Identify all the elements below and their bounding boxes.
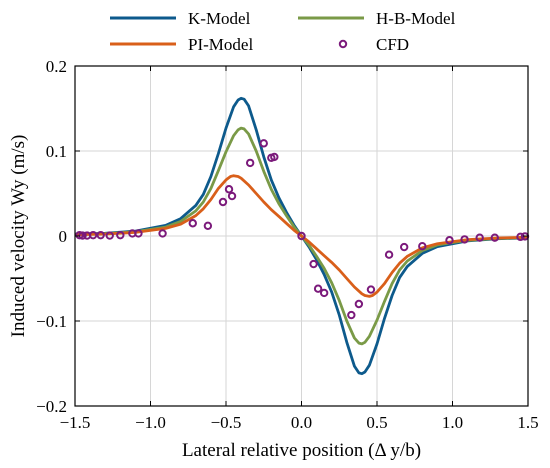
y-tick-label: 0 [59,227,68,246]
cfd-point [259,139,268,148]
y-tick-label: −0.1 [36,312,67,331]
cfd-point [188,219,197,228]
cfd-point [516,232,525,242]
legend-label-h-b-model: H-B-Model [376,9,456,28]
cfd-point [203,221,213,231]
axis-ticks: −1.5 −1.0 −0.5 0.0 0.5 1.0 1.5 −0.2 −0.1 0 0.1 0.2 [36,57,538,432]
cfd-point [224,185,234,194]
legend-swatch-cfd [338,39,348,49]
cfd-point [475,233,484,242]
cfd-point [460,235,469,244]
cfd-point [354,299,364,309]
cfd-point [105,231,114,240]
cfd-point [218,197,228,207]
cfd-point [399,242,409,252]
cfd-point [319,288,329,298]
plot-series [75,96,530,376]
x-tick-label: −0.5 [211,413,242,432]
cfd-point [418,242,427,251]
cfd-point [270,152,279,162]
cfd-point [297,231,306,241]
y-tick-label: −0.2 [36,397,67,416]
x-tick-label: 0.0 [291,413,312,432]
cfd-point [227,191,237,201]
cfd-point [158,229,167,238]
cfd-point [245,158,255,168]
x-tick-label: 1.0 [442,413,463,432]
cfd-point [88,230,98,240]
cfd-point [445,236,454,245]
cfd-point [309,259,318,269]
series-line-pi-model [75,174,528,298]
legend-label-cfd: CFD [376,35,409,54]
cfd-point [134,229,143,238]
cfd-point [490,233,499,242]
y-tick-label: 0.1 [46,142,67,161]
cfd-point [116,230,125,240]
cfd-point [366,285,376,294]
x-axis-label: Lateral relative position (Δ y/b) [182,440,421,461]
cfd-point [384,250,394,259]
cfd-point [313,284,323,293]
x-tick-label: −1.0 [135,413,166,432]
x-tick-label: 1.5 [517,413,538,432]
cfd-point [347,310,356,320]
y-axis-label: Induced velocity Wy (m/s) [8,135,29,338]
legend-label-k-model: K-Model [188,9,251,28]
legend: K-Model H-B-Model PI-Model CFD [110,9,456,54]
y-tick-label: 0.2 [46,57,67,76]
legend-label-pi-model: PI-Model [188,35,253,54]
x-tick-label: −1.5 [60,413,91,432]
x-tick-label: 0.5 [366,413,387,432]
cfd-point [96,230,105,240]
